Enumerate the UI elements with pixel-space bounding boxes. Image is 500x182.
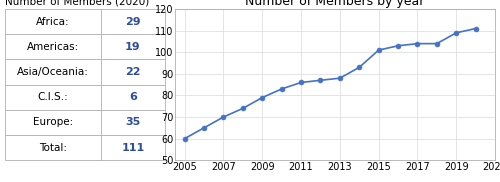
Text: Asia/Oceania:: Asia/Oceania:: [17, 67, 89, 77]
Bar: [5, 110, 165, 135]
Bar: [5, 60, 165, 85]
Text: Americas:: Americas:: [27, 42, 79, 52]
Title: Number of Members by year: Number of Members by year: [246, 0, 424, 8]
Text: 22: 22: [125, 67, 141, 77]
Text: 35: 35: [126, 117, 140, 127]
Text: Total:: Total:: [39, 143, 67, 153]
Text: Europe:: Europe:: [33, 117, 73, 127]
Bar: [5, 85, 165, 110]
Text: 6: 6: [129, 92, 137, 102]
Text: C.I.S.:: C.I.S.:: [38, 92, 68, 102]
Bar: [5, 34, 165, 60]
Text: Africa:: Africa:: [36, 17, 70, 27]
Text: 29: 29: [125, 17, 141, 27]
Text: 19: 19: [125, 42, 141, 52]
Text: 111: 111: [122, 143, 144, 153]
Bar: [5, 9, 165, 34]
Text: Number of Members (2020): Number of Members (2020): [5, 0, 149, 6]
Bar: [5, 135, 165, 160]
